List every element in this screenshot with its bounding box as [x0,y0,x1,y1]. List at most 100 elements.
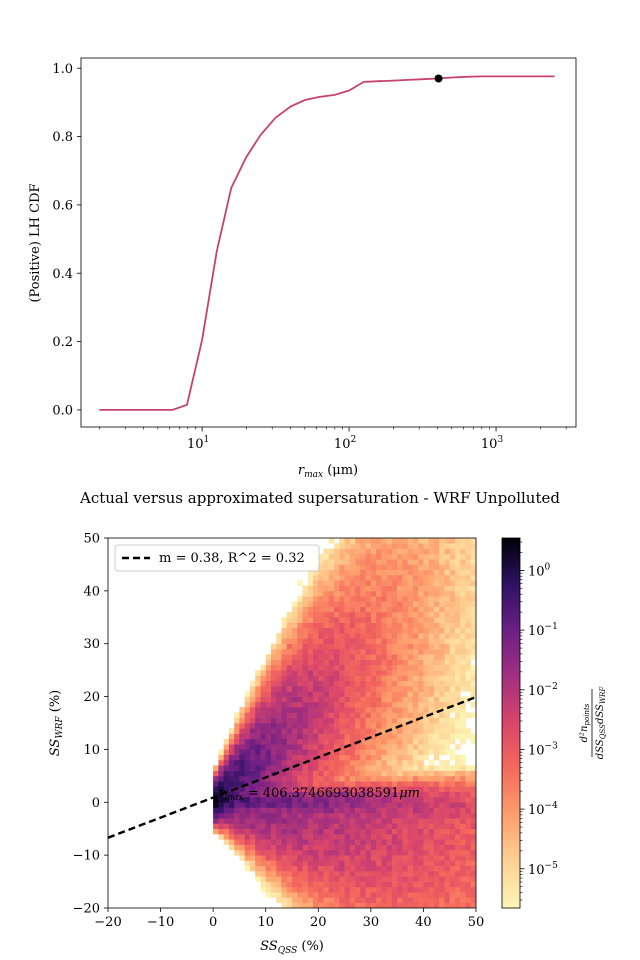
heatmap-cell [355,754,361,761]
heatmap-cell [234,828,240,835]
heatmap-cell [297,834,303,840]
heatmap-cell [370,876,377,882]
heatmap-cell [465,627,472,634]
heatmap-cell [412,654,419,660]
heatmap-cell [386,675,393,681]
heatmap-cell [355,617,361,623]
heatmap-cell [476,903,482,909]
heatmap-cell [470,538,476,539]
heatmap-cell [407,892,414,898]
heatmap-cell [349,664,356,671]
heatmap-cell [402,580,408,586]
heatmap-cell [370,649,377,655]
heatmap-cell [412,580,419,586]
heatmap-cell [423,775,429,782]
heatmap-cell [339,691,345,697]
heatmap-cell [465,590,472,597]
heatmap-cell [344,569,351,576]
heatmap-cell [412,876,419,882]
heatmap-cell [381,871,387,877]
heatmap-cell [313,844,319,851]
heatmap-cell [328,643,335,650]
heatmap-cell [418,723,424,729]
heatmap-cell [433,538,440,544]
heatmap-cell [428,643,435,650]
heatmap-cell [355,775,361,782]
heatmap-cell [213,765,219,771]
heatmap-cell [465,643,472,650]
heatmap-cell [397,717,403,724]
heatmap-cell [407,723,414,729]
heatmap-cell [255,670,261,676]
heatmap-cell [460,844,466,851]
heatmap-cell [292,797,298,803]
heatmap-x-tick-label: 20 [310,915,327,930]
heatmap-y-tick-label: 10 [83,743,100,758]
heatmap-cell [444,902,451,908]
heatmap-cell [313,627,319,634]
heatmap-cell [339,654,345,660]
heatmap-cell [376,844,382,851]
heatmap-cell [460,886,466,893]
heatmap-cell [281,754,288,761]
heatmap-cell [470,871,476,877]
heatmap-cell [313,886,319,893]
heatmap-cell [360,728,366,734]
heatmap-cell [386,622,393,629]
heatmap-cell [334,670,340,676]
heatmap-cell [344,807,351,814]
heatmap-cell [470,781,476,787]
heatmap-cell [439,886,445,893]
heatmap-cell [412,590,419,597]
heatmap-cell [328,612,335,618]
heatmap-cell [355,564,361,570]
heatmap-cell [391,865,398,872]
heatmap-cell [297,886,303,893]
heatmap-cell [292,664,298,671]
heatmap-cell [476,797,482,803]
heatmap-cell [307,686,314,692]
heatmap-cell [328,886,335,893]
heatmap-cell [465,649,472,655]
heatmap-cell [276,696,282,703]
heatmap-cell [370,627,377,634]
heatmap-cell [365,744,372,750]
heatmap-cell [465,686,472,692]
heatmap-cell [449,754,456,761]
heatmap-cell [244,860,251,866]
heatmap-cell [360,770,366,777]
heatmap-cell [381,701,387,708]
heatmap-cell [334,675,340,681]
heatmap-cell [344,728,351,734]
heatmap-cell [391,643,398,650]
heatmap-cell [286,881,293,888]
heatmap-cell [307,818,314,824]
heatmap-cell [397,744,403,750]
heatmap-cell [460,627,466,634]
heatmap-cell [412,675,419,681]
heatmap-cell [386,849,393,856]
heatmap-cell [271,654,277,660]
heatmap-cell [360,712,366,718]
heatmap-cell [302,865,309,872]
heatmap-cell [376,897,382,903]
heatmap-cell [433,781,440,787]
heatmap-cell [418,580,424,586]
heatmap-cell [292,802,298,808]
heatmap-cell [286,733,293,740]
heatmap-cell [286,892,293,898]
heatmap-cell [344,823,351,829]
heatmap-cell [281,659,288,666]
heatmap-cell [339,812,345,819]
heatmap-cell [423,733,429,740]
heatmap-cell [428,886,435,893]
heatmap-cell [460,834,466,840]
heatmap-cell [313,839,319,845]
heatmap-cell [412,585,419,592]
heatmap-cell [412,686,419,692]
heatmap-cell [344,791,351,798]
heatmap-cell [465,786,472,792]
heatmap-cell [339,553,345,560]
heatmap-cell [344,664,351,671]
heatmap-cell [423,828,429,835]
